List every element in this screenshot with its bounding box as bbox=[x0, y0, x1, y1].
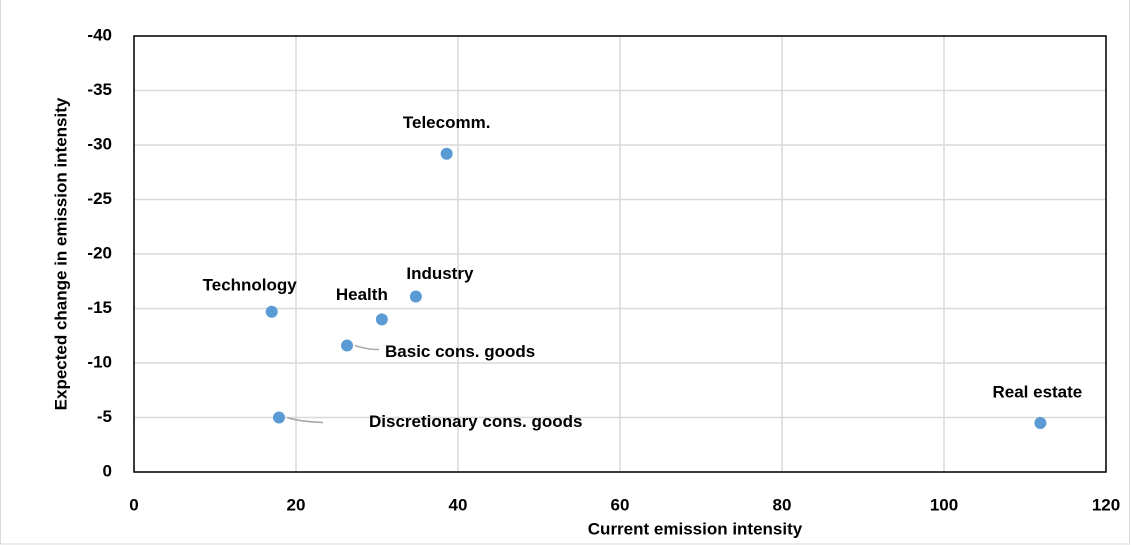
x-tick-label: 0 bbox=[129, 495, 138, 514]
y-tick-label: -5 bbox=[97, 407, 112, 426]
leader-line bbox=[286, 416, 324, 424]
y-tick-label: -35 bbox=[87, 80, 112, 99]
y-tick-label: -20 bbox=[87, 243, 112, 262]
x-tick-label: 100 bbox=[930, 495, 958, 514]
point bbox=[341, 339, 354, 352]
y-axis-label: Expected change in emission intensity bbox=[51, 97, 70, 410]
plot-border bbox=[133, 35, 1107, 473]
point bbox=[265, 305, 278, 318]
y-tick-label: -15 bbox=[87, 298, 112, 317]
x-tick-label: 40 bbox=[449, 495, 468, 514]
point bbox=[409, 290, 422, 303]
x-tick-label: 80 bbox=[773, 495, 792, 514]
point-label: Real estate bbox=[992, 382, 1082, 401]
point bbox=[375, 313, 388, 326]
point-label: Health bbox=[336, 285, 388, 304]
point bbox=[440, 147, 453, 160]
x-tick-label: 120 bbox=[1092, 495, 1120, 514]
point bbox=[272, 411, 285, 424]
y-tick-label: -10 bbox=[87, 352, 112, 371]
y-tick-label: -25 bbox=[87, 189, 112, 208]
y-tick-label: 0 bbox=[103, 461, 112, 480]
point-label: Discretionary cons. goods bbox=[369, 412, 583, 431]
leader-line bbox=[354, 344, 380, 351]
point bbox=[1034, 416, 1047, 429]
y-tick-label: -30 bbox=[87, 134, 112, 153]
point-label: Basic cons. goods bbox=[385, 342, 535, 361]
point-label: Telecomm. bbox=[403, 113, 491, 132]
x-tick-label: 60 bbox=[611, 495, 630, 514]
point-label: Technology bbox=[203, 275, 298, 294]
y-tick-label: -40 bbox=[87, 25, 112, 44]
x-axis-label: Current emission intensity bbox=[588, 519, 803, 538]
point-label: Industry bbox=[406, 264, 474, 283]
x-tick-label: 20 bbox=[287, 495, 306, 514]
